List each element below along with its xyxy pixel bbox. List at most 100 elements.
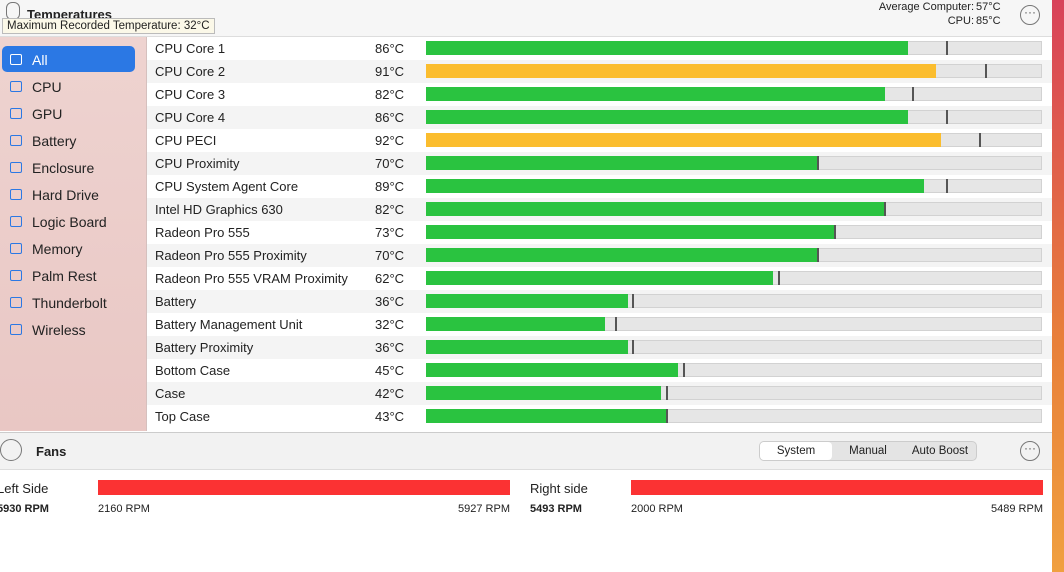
fan-min: 2160 RPM — [98, 503, 150, 515]
avg-value: 57°C — [976, 1, 1001, 13]
sidebar-item[interactable]: CPU — [32, 79, 62, 95]
sidebar-item[interactable]: GPU — [32, 106, 63, 122]
temp-bar — [426, 225, 835, 239]
temp-bar — [426, 363, 678, 377]
sensor-name: CPU System Agent Core — [155, 179, 299, 194]
sidebar-item[interactable]: Battery — [32, 133, 77, 149]
sensor-name: Battery — [155, 294, 197, 309]
sensor-name: CPU Core 2 — [155, 64, 226, 79]
sidebar-icon — [10, 324, 22, 335]
sidebar — [0, 37, 147, 431]
fan-icon — [0, 439, 22, 461]
sensor-name: Bottom Case — [155, 363, 231, 378]
sensor-temp: 86°C — [375, 41, 405, 56]
temp-bar — [426, 340, 628, 354]
temp-bar — [426, 87, 886, 101]
sensor-temp: 36°C — [375, 294, 405, 309]
max-marker — [985, 64, 987, 78]
fan-name: Right side — [530, 481, 588, 496]
temp-bar — [426, 41, 908, 55]
sensor-temp: 82°C — [375, 202, 405, 217]
temp-bar — [426, 317, 606, 331]
sensor-temp: 36°C — [375, 340, 405, 355]
sidebar-item[interactable]: Wireless — [32, 322, 86, 338]
max-marker — [665, 386, 668, 400]
sidebar-item[interactable]: Hard Drive — [32, 187, 99, 203]
temp-bar — [426, 248, 818, 262]
sensor-name: CPU Core 1 — [155, 41, 226, 56]
cpu-value: 85°C — [976, 15, 1001, 27]
temp-bar — [426, 386, 662, 400]
sensor-name: Radeon Pro 555 VRAM Proximity — [155, 271, 348, 286]
sensor-temp: 62°C — [375, 271, 405, 286]
mode-button[interactable]: System — [760, 442, 832, 460]
mode-button[interactable]: Auto Boost — [911, 445, 969, 457]
max-marker — [615, 317, 618, 331]
sidebar-icon — [10, 216, 22, 227]
sidebar-icon — [10, 108, 22, 119]
max-marker — [632, 340, 635, 354]
max-marker — [817, 248, 819, 262]
fans-title: Fans — [36, 444, 67, 459]
sensor-name: CPU Core 4 — [155, 110, 226, 125]
sidebar-icon — [10, 81, 22, 92]
sidebar-icon — [10, 135, 22, 146]
sensor-temp: 42°C — [375, 386, 405, 401]
sensor-temp: 91°C — [375, 64, 405, 79]
max-marker — [945, 179, 948, 193]
mode-selector: System Manual Auto Boost — [759, 441, 977, 461]
max-marker — [912, 87, 915, 101]
fan-bar — [98, 480, 510, 495]
temp-bar — [426, 294, 628, 308]
max-marker — [777, 271, 780, 285]
sidebar-item[interactable]: All — [32, 52, 48, 68]
temp-bar — [426, 110, 908, 124]
cpu-label: CPU: — [947, 15, 974, 27]
more-button[interactable]: ··· — [1020, 5, 1040, 25]
fans-more-button[interactable]: ··· — [1020, 441, 1040, 461]
tooltip: Maximum Recorded Temperature: 32°C — [2, 18, 215, 34]
desktop — [1052, 0, 1064, 572]
sensor-temp: 86°C — [375, 110, 405, 125]
fan-track — [631, 480, 1043, 495]
sidebar-item[interactable]: Thunderbolt — [32, 295, 107, 311]
sidebar-item[interactable]: Enclosure — [32, 160, 95, 176]
temp-bar — [426, 179, 925, 193]
temp-bar — [426, 133, 942, 147]
fan-max: 5927 RPM — [458, 503, 510, 515]
sensor-temp: 70°C — [375, 156, 405, 171]
sensor-name: CPU Core 3 — [155, 87, 226, 102]
temp-bar — [426, 271, 774, 285]
sensor-name: Radeon Pro 555 Proximity — [155, 248, 307, 263]
max-marker — [884, 202, 887, 216]
sensor-temp: 92°C — [375, 133, 405, 148]
max-marker — [979, 133, 982, 147]
sidebar-item[interactable]: Memory — [32, 241, 83, 257]
temp-bar — [426, 409, 667, 423]
sensor-temp: 73°C — [375, 225, 405, 240]
fan-track — [98, 480, 510, 495]
max-marker — [817, 156, 819, 170]
temp-bar — [426, 156, 818, 170]
max-marker — [945, 41, 948, 55]
sidebar-item[interactable]: Palm Rest — [32, 268, 97, 284]
fan-max: 5489 RPM — [991, 503, 1043, 515]
sensor-name: Radeon Pro 555 — [155, 225, 250, 240]
sensor-temp: 70°C — [375, 248, 405, 263]
max-marker — [632, 294, 635, 308]
fan-min: 2000 RPM — [631, 503, 683, 515]
sidebar-icon — [10, 243, 22, 254]
max-marker — [682, 363, 685, 377]
sensor-temp: 43°C — [375, 409, 405, 424]
sidebar-icon — [10, 270, 22, 281]
mode-button[interactable]: Manual — [849, 445, 887, 457]
max-marker — [665, 409, 668, 423]
sensor-temp: 89°C — [375, 179, 405, 194]
fan-current: 5493 RPM — [530, 503, 582, 515]
sidebar-icon — [10, 162, 22, 173]
sidebar-item[interactable]: Logic Board — [32, 214, 107, 230]
sensor-name: Intel HD Graphics 630 — [155, 202, 283, 217]
fan-bar — [631, 480, 1043, 495]
fan-name: Left Side — [0, 481, 49, 496]
